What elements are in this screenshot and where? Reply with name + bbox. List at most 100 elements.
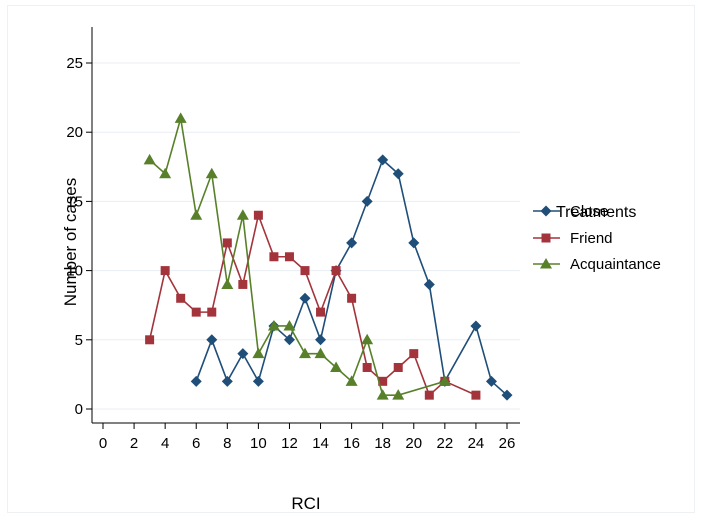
chart-frame: [7, 5, 695, 513]
data-point-friend: [145, 335, 155, 345]
data-point-acquaintance: [392, 389, 405, 400]
x-tick-label: 14: [312, 435, 329, 452]
x-tick-label: 10: [250, 435, 267, 452]
x-tick-label: 0: [99, 435, 107, 452]
legend-marker-acquaintance: [540, 258, 552, 269]
data-point-friend: [284, 252, 294, 262]
data-point-acquaintance: [330, 361, 343, 372]
data-point-friend: [362, 362, 372, 372]
legend-item-close: Close: [533, 203, 608, 220]
x-tick-label: 16: [343, 435, 360, 452]
data-point-friend: [378, 376, 388, 386]
data-point-close: [283, 334, 295, 346]
data-point-friend: [253, 210, 263, 220]
data-point-close: [315, 334, 327, 346]
data-point-acquaintance: [438, 375, 451, 386]
x-tick-label: 18: [374, 435, 391, 452]
legend-item-acquaintance: Acquaintance: [533, 256, 661, 273]
data-point-close: [361, 195, 373, 207]
x-tick-label: 22: [437, 435, 454, 452]
data-point-acquaintance: [205, 167, 218, 179]
data-point-close: [470, 320, 482, 332]
series-line-acquaintance: [149, 118, 446, 396]
data-point-friend: [409, 349, 419, 359]
x-tick-label: 20: [405, 435, 422, 452]
data-point-acquaintance: [174, 112, 187, 123]
y-axis-title: Number of cases: [61, 178, 80, 307]
data-point-close: [237, 348, 249, 360]
data-point-close: [299, 292, 311, 304]
x-tick-label: 24: [468, 435, 485, 452]
legend-title: Treatments: [556, 204, 636, 221]
data-point-acquaintance: [252, 347, 265, 359]
data-point-friend: [347, 293, 357, 303]
data-point-acquaintance: [376, 389, 389, 400]
y-tick-label: 10: [66, 263, 83, 280]
series-lines: [143, 112, 513, 401]
legend-item-friend: Friend: [533, 230, 613, 247]
x-tick-label: 8: [223, 435, 231, 452]
data-point-close: [377, 154, 389, 166]
y-tick-label: 25: [66, 55, 83, 72]
x-tick-label: 2: [130, 435, 138, 452]
x-tick-label: 6: [192, 435, 200, 452]
data-point-close: [392, 168, 404, 180]
data-point-close: [221, 375, 233, 387]
data-point-friend: [176, 293, 186, 303]
legend: Treatments Close Friend Acquaintance: [533, 203, 661, 273]
data-point-close: [190, 375, 202, 387]
data-point-friend: [331, 266, 341, 276]
data-point-acquaintance: [299, 347, 311, 359]
x-axis-title: RCI: [291, 494, 320, 513]
data-point-close: [501, 389, 513, 401]
data-point-friend: [160, 266, 170, 276]
data-point-friend: [300, 266, 310, 276]
data-point-acquaintance: [221, 278, 234, 289]
legend-label-friend: Friend: [570, 230, 613, 247]
y-tick-label: 15: [66, 193, 83, 210]
series-acquaintance: [143, 112, 451, 400]
data-point-acquaintance: [283, 319, 296, 331]
x-tick-label: 4: [161, 435, 169, 452]
series-close: [190, 154, 513, 401]
data-point-close: [423, 278, 435, 290]
legend-marker-friend: [541, 233, 551, 243]
data-point-close: [408, 237, 420, 249]
data-point-friend: [238, 279, 248, 289]
series-line-close: [195, 158, 508, 396]
legend-label-acquaintance: Acquaintance: [570, 256, 661, 273]
data-point-friend: [316, 307, 326, 317]
data-point-friend: [207, 307, 217, 317]
data-point-acquaintance: [143, 153, 156, 165]
data-point-friend: [191, 307, 201, 317]
data-point-acquaintance: [267, 319, 280, 331]
y-tick-label: 5: [75, 332, 83, 349]
data-point-friend: [471, 390, 481, 400]
data-point-acquaintance: [159, 167, 172, 179]
data-point-acquaintance: [314, 347, 327, 359]
y-tick-label: 20: [66, 124, 83, 141]
data-point-close: [252, 375, 264, 387]
x-tick-label: 26: [499, 435, 516, 452]
data-point-acquaintance: [190, 209, 203, 220]
series-friend: [145, 210, 481, 400]
data-point-friend: [222, 238, 232, 248]
data-point-friend: [393, 362, 403, 372]
y-tick-label: 0: [75, 401, 83, 418]
data-point-friend: [269, 252, 279, 262]
data-point-close: [485, 375, 497, 387]
x-tick-label: 12: [281, 435, 298, 452]
data-point-friend: [424, 390, 434, 400]
axes: [91, 27, 520, 424]
data-point-acquaintance: [236, 209, 249, 220]
legend-label-close: Close: [570, 203, 608, 220]
data-point-close: [346, 237, 358, 249]
gridlines: [92, 62, 520, 410]
data-point-acquaintance: [345, 375, 358, 386]
legend-marker-close: [540, 205, 552, 217]
series-line-friend: [148, 212, 477, 397]
data-point-acquaintance: [361, 333, 374, 345]
data-point-close: [206, 334, 218, 346]
